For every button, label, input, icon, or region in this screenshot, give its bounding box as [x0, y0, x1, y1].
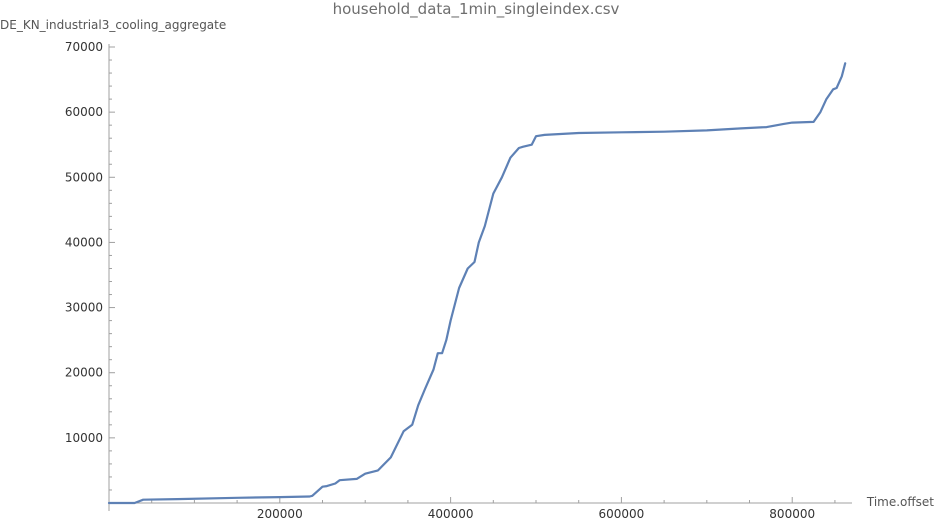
x-tick-label: 600000	[599, 507, 645, 521]
y-axis-label: DE_KN_industrial3_cooling_aggregate	[0, 18, 226, 32]
y-tick-label: 30000	[65, 301, 103, 315]
x-tick-label: 400000	[428, 507, 474, 521]
y-tick-label: 40000	[65, 235, 103, 249]
y-tick-label: 10000	[65, 431, 103, 445]
x-tick-label: 200000	[257, 507, 303, 521]
chart-title: household_data_1min_singleindex.csv	[333, 0, 620, 19]
series-line	[107, 62, 847, 505]
y-tick-label: 20000	[65, 366, 103, 380]
y-tick-label: 60000	[65, 105, 103, 119]
x-tick-label: 800000	[769, 507, 815, 521]
tick-group: 10000 20000 30000 40000 50000 60000 70000 20000…	[65, 40, 836, 521]
y-tick-label: 70000	[65, 40, 103, 54]
y-tick-label: 50000	[65, 170, 103, 184]
x-axis-label: Time.offset	[866, 495, 934, 509]
